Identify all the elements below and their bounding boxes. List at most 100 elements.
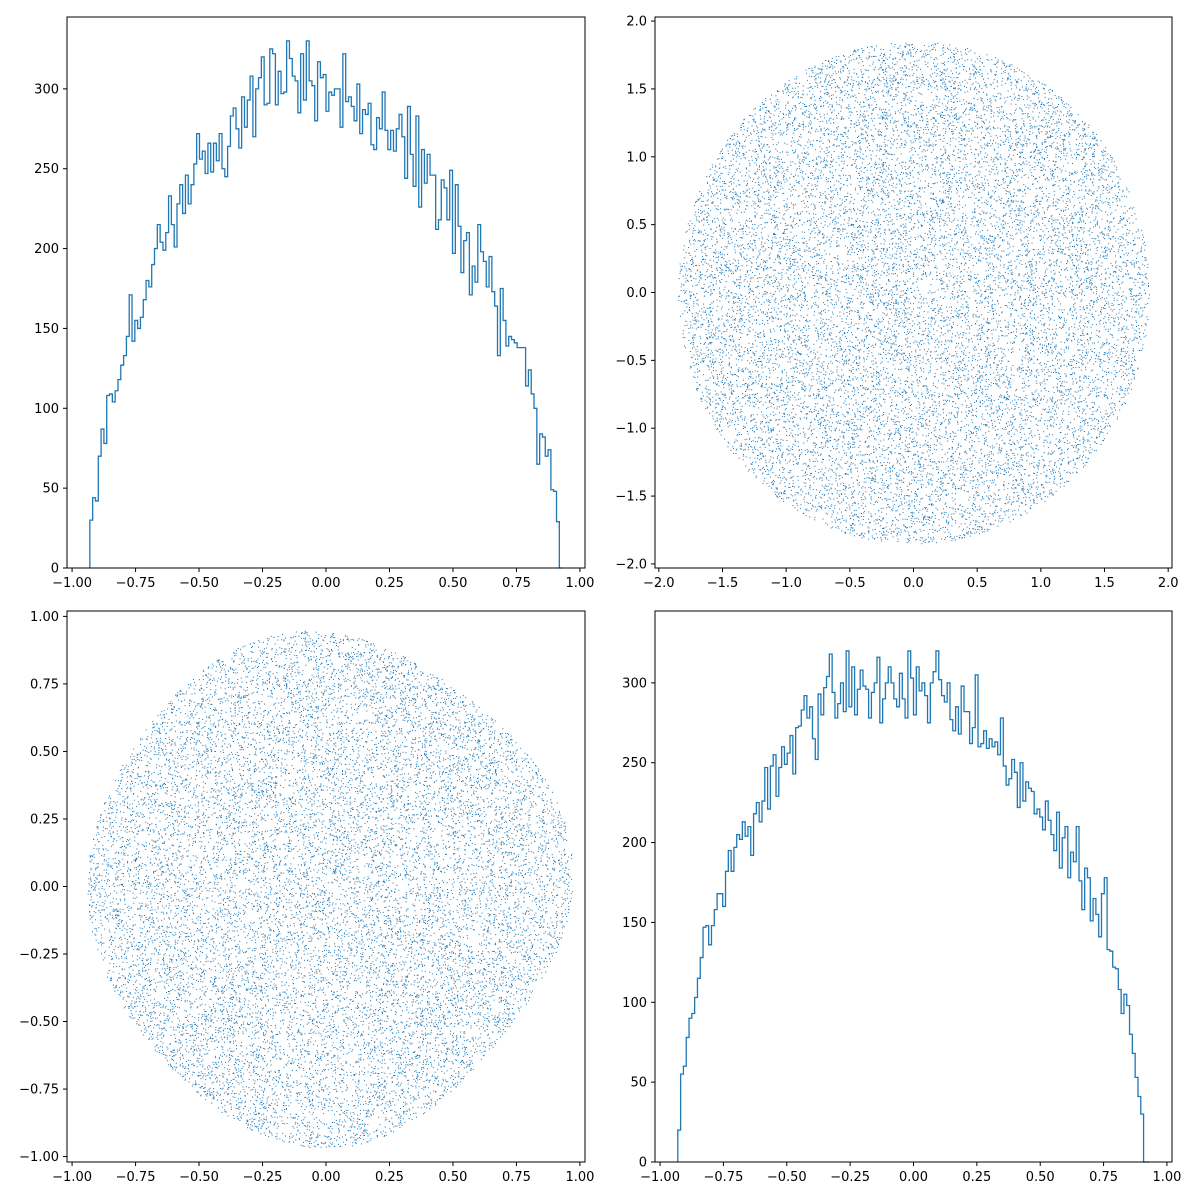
- scatter-point: [980, 187, 982, 188]
- scatter-point: [837, 360, 839, 362]
- scatter-point: [1132, 295, 1134, 297]
- scatter-point: [1023, 390, 1025, 392]
- scatter-point: [722, 148, 723, 150]
- scatter-point: [1125, 328, 1127, 330]
- scatter-point: [781, 274, 783, 276]
- scatter-point: [924, 542, 926, 543]
- scatter-point: [1117, 228, 1119, 230]
- scatter-point: [793, 235, 795, 237]
- scatter-point: [828, 129, 830, 131]
- scatter-point: [772, 139, 774, 141]
- scatter-point: [1073, 418, 1075, 420]
- scatter-point: [877, 133, 879, 135]
- scatter-point: [814, 206, 816, 208]
- scatter-point: [994, 499, 996, 501]
- scatter-point: [840, 189, 841, 191]
- scatter-point: [714, 165, 716, 167]
- scatter-point: [1093, 238, 1095, 240]
- scatter-point: [901, 442, 903, 444]
- scatter-point: [786, 462, 788, 464]
- scatter-point: [980, 405, 982, 407]
- scatter-point: [852, 404, 854, 406]
- scatter-point: [728, 365, 730, 367]
- scatter-point: [854, 107, 855, 109]
- scatter-point: [794, 213, 796, 215]
- scatter-point: [1062, 312, 1063, 313]
- scatter-point: [783, 200, 785, 202]
- scatter-point: [997, 59, 999, 61]
- scatter-point: [745, 231, 746, 233]
- scatter-point: [958, 337, 960, 339]
- scatter-point: [792, 161, 794, 163]
- scatter-point: [1100, 194, 1102, 196]
- scatter-point: [746, 298, 748, 300]
- scatter-point: [1004, 278, 1006, 280]
- scatter-point: [960, 84, 962, 86]
- scatter-point: [997, 525, 999, 527]
- scatter-point: [1010, 201, 1012, 203]
- scatter-point: [978, 260, 980, 262]
- scatter-point: [928, 433, 930, 434]
- scatter-point: [995, 380, 997, 382]
- scatter-point: [899, 387, 901, 389]
- scatter-point: [1055, 138, 1057, 140]
- scatter-point: [1066, 399, 1068, 401]
- scatter-point: [745, 136, 747, 138]
- scatter-point: [1069, 243, 1071, 244]
- scatter-point: [1088, 440, 1090, 442]
- scatter-point: [897, 475, 899, 477]
- scatter-point: [750, 402, 752, 404]
- scatter-point: [689, 367, 691, 369]
- scatter-point: [837, 443, 839, 445]
- scatter-point: [787, 290, 789, 292]
- scatter-point: [886, 128, 888, 130]
- scatter-point: [706, 401, 708, 403]
- scatter-point: [878, 373, 880, 375]
- scatter-point: [776, 150, 778, 152]
- scatter-point: [1052, 278, 1054, 280]
- scatter-point: [1120, 389, 1122, 391]
- scatter-point: [883, 95, 885, 97]
- scatter-point: [1028, 352, 1030, 354]
- scatter-point: [1106, 253, 1108, 255]
- scatter-point: [986, 143, 988, 145]
- scatter-point: [851, 298, 853, 300]
- scatter-point: [1104, 201, 1106, 203]
- scatter-point: [836, 467, 838, 469]
- scatter-point: [832, 221, 834, 223]
- scatter-point: [776, 495, 778, 497]
- scatter-point: [900, 102, 902, 104]
- scatter-point: [1032, 175, 1034, 177]
- scatter-point: [994, 236, 996, 238]
- scatter-point: [884, 182, 886, 184]
- scatter-point: [882, 534, 884, 536]
- scatter-point: [1127, 210, 1128, 212]
- scatter-point: [848, 383, 850, 385]
- scatter-point: [936, 449, 938, 451]
- scatter-point: [1004, 443, 1006, 445]
- scatter-point: [1044, 423, 1045, 425]
- scatter-point: [1024, 188, 1026, 190]
- scatter-point: [1022, 383, 1023, 384]
- scatter-point: [689, 239, 691, 241]
- scatter-point: [1018, 169, 1020, 171]
- scatter-point: [739, 332, 741, 334]
- scatter-point: [724, 338, 726, 339]
- scatter-point: [882, 484, 884, 486]
- scatter-point: [1144, 265, 1146, 267]
- scatter-point: [1084, 322, 1086, 324]
- scatter-point: [932, 310, 934, 312]
- scatter-point: [910, 54, 912, 56]
- scatter-point: [915, 495, 917, 497]
- scatter-point: [843, 269, 845, 271]
- scatter-point: [747, 385, 749, 387]
- scatter-point: [774, 227, 776, 229]
- scatter-point: [987, 59, 989, 61]
- subplot-1-x-tick-label: 0.75: [502, 576, 531, 591]
- scatter-point: [1057, 379, 1059, 380]
- scatter-point: [883, 482, 885, 484]
- scatter-point: [825, 432, 827, 434]
- scatter-point: [1001, 402, 1003, 404]
- scatter-point: [1144, 289, 1146, 291]
- scatter-point: [824, 167, 826, 169]
